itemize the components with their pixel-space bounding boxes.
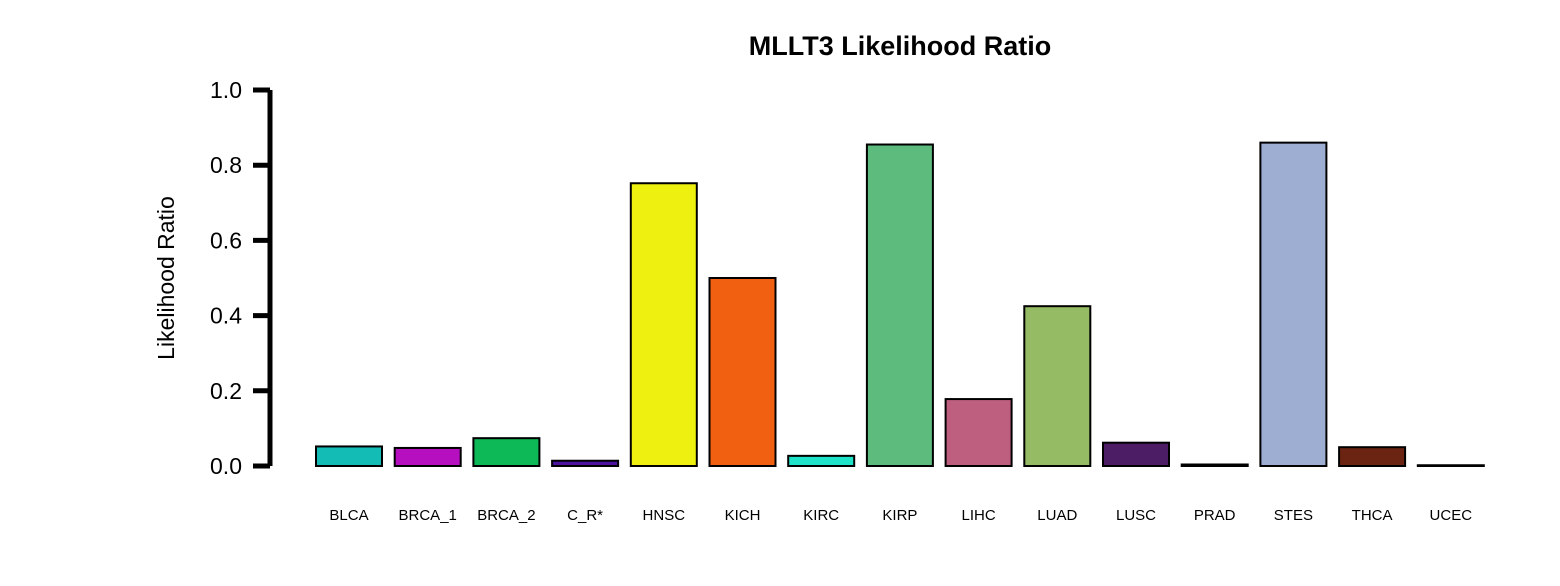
- y-axis: 0.0 0.2 0.4 0.6 0.8 1.0: [210, 77, 273, 479]
- x-tick-label: C_R*: [567, 507, 603, 524]
- chart-title: MLLT3 Likelihood Ratio: [749, 31, 1051, 61]
- bars-group: [315, 141, 1485, 468]
- y-tick-label: 1.0: [210, 77, 242, 103]
- y-axis-label: Likelihood Ratio: [153, 196, 179, 360]
- x-tick-label: KICH: [725, 507, 761, 524]
- x-tick-label: HNSC: [643, 507, 686, 524]
- x-tick-label: PRAD: [1194, 507, 1236, 524]
- x-tick-label: LUSC: [1116, 507, 1156, 524]
- bar-brca-1: [393, 446, 462, 467]
- x-tick-label: LUAD: [1037, 507, 1077, 524]
- y-tick-label: 0.0: [210, 453, 242, 479]
- bar-lihc: [944, 398, 1013, 467]
- x-tick-label: BRCA_2: [477, 507, 535, 524]
- bar-prad: [1180, 463, 1249, 468]
- bar-c-r: [551, 459, 620, 467]
- x-tick-label: BLCA: [329, 507, 368, 524]
- bar-hnsc: [629, 182, 698, 468]
- bar-brca-2: [472, 437, 541, 467]
- x-tick-label: KIRC: [803, 507, 839, 524]
- y-tick-label: 0.4: [210, 303, 242, 329]
- y-tick-label: 0.2: [210, 378, 242, 404]
- x-tick-label: STES: [1274, 507, 1313, 524]
- bar-luad: [1023, 305, 1092, 468]
- y-tick-label: 0.6: [210, 227, 242, 253]
- bar-kirp: [865, 143, 934, 468]
- bar-ucec: [1416, 464, 1485, 467]
- bar-lusc: [1102, 441, 1170, 467]
- bar-kich: [708, 277, 777, 467]
- bar-thca: [1338, 446, 1407, 468]
- x-tick-label: UCEC: [1430, 507, 1473, 524]
- bar-stes: [1259, 141, 1328, 467]
- bar-blca: [315, 445, 383, 467]
- x-tick-label: KIRP: [882, 507, 917, 524]
- x-tick-label: BRCA_1: [399, 507, 457, 524]
- x-tick-label: THCA: [1352, 507, 1393, 524]
- y-tick-label: 0.8: [210, 152, 242, 178]
- bar-kirc: [787, 454, 856, 467]
- x-tick-labels: BLCA BRCA_1 BRCA_2 C_R* HNSC KICH KIRC KIRP LIHC…: [329, 507, 1472, 524]
- x-tick-label: LIHC: [962, 507, 996, 524]
